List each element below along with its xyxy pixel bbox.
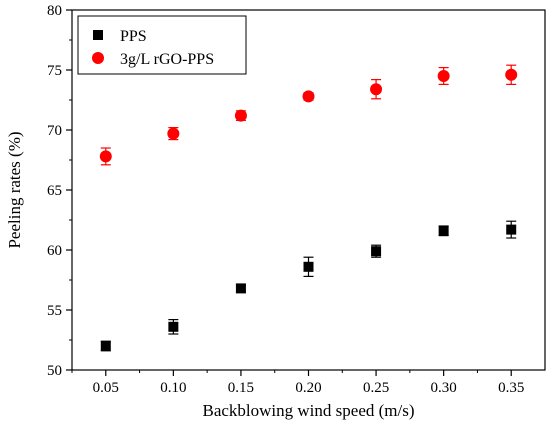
data-point [99, 150, 112, 163]
y-axis-title: Peeling rates (%) [5, 131, 24, 248]
data-point [370, 83, 383, 96]
series-layer [99, 64, 518, 352]
y-tick-label: 75 [47, 63, 62, 79]
y-axis: 50 55 60 65 70 75 80 [47, 3, 72, 379]
data-point [438, 225, 449, 236]
x-tick-label: 0.05 [93, 380, 119, 396]
data-point [167, 127, 180, 140]
y-tick-label: 50 [47, 363, 62, 379]
x-axis-title: Backblowing wind speed (m/s) [203, 401, 415, 420]
data-point [505, 68, 518, 81]
data-point [371, 246, 382, 257]
data-point [234, 109, 247, 122]
y-tick-label: 65 [47, 183, 62, 199]
x-tick-label: 0.10 [160, 380, 186, 396]
series-pps [100, 220, 517, 352]
data-point [100, 341, 111, 351]
data-point [168, 321, 179, 332]
x-tick-label: 0.30 [431, 380, 457, 396]
data-point [303, 261, 314, 272]
legend-box [77, 15, 247, 75]
y-tick-label: 60 [47, 243, 62, 259]
legend-marker-rgo-pps [92, 52, 104, 64]
legend-label-rgo-pps: 3g/L rGO-PPS [120, 51, 214, 68]
legend-label-pps: PPS [120, 28, 147, 45]
data-point [437, 70, 450, 82]
data-point [302, 90, 315, 103]
series-rgo-pps [99, 64, 518, 166]
data-point [506, 224, 517, 235]
legend: PPS 3g/L rGO-PPS [77, 15, 247, 75]
x-tick-label: 0.25 [363, 380, 389, 396]
x-tick-label: 0.15 [228, 380, 254, 396]
y-tick-label: 70 [47, 123, 62, 139]
x-tick-label: 0.35 [498, 380, 524, 396]
y-tick-label: 55 [47, 303, 62, 319]
x-axis: 0.05 0.10 0.15 0.20 0.25 0.30 0.35 [71, 370, 524, 396]
y-tick-label: 80 [47, 3, 62, 19]
data-point [235, 283, 246, 294]
legend-marker-pps [93, 30, 103, 40]
x-tick-label: 0.20 [295, 380, 321, 396]
